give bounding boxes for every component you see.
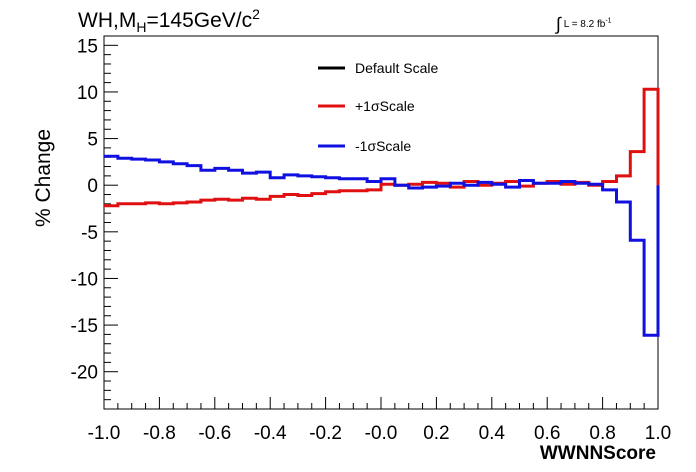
title-main: WH,M xyxy=(78,9,137,32)
title-rest: =145GeV/c xyxy=(146,9,253,32)
lumi-superscript: -1 xyxy=(605,17,612,25)
luminosity-label: ∫ L = 8.2 fb-1 xyxy=(556,14,612,35)
title-subscript: H xyxy=(136,19,147,36)
x-axis-ticks: -1.0 -0.8 -0.6 -0.4 -0.2 -0.0 0.2 0.4 0.6 0.8 1.0 xyxy=(88,397,671,444)
x-tick-label: -0.2 xyxy=(309,423,342,444)
x-tick-label: -0.6 xyxy=(198,423,231,444)
legend-label: -1σScale xyxy=(355,138,411,154)
x-tick-label: -1.0 xyxy=(88,423,121,444)
y-tick-label: 0 xyxy=(87,176,98,197)
y-axis-label: % Change xyxy=(32,129,55,227)
x-axis-label: WWNNScore xyxy=(540,443,656,464)
chart-title: WH,MH=145GeV/c2 xyxy=(78,6,260,35)
x-tick-label: 0.8 xyxy=(589,423,615,444)
y-tick-label: -20 xyxy=(71,363,98,384)
y-tick-label: 5 xyxy=(87,130,98,151)
lumi-text: L = 8.2 fb xyxy=(563,19,606,30)
y-tick-label: -15 xyxy=(71,316,98,337)
y-tick-label: -5 xyxy=(81,223,98,244)
x-tick-label: 0.4 xyxy=(479,423,506,444)
x-tick-label: -0.4 xyxy=(254,423,287,444)
x-tick-label: 0.6 xyxy=(534,423,560,444)
series-layer xyxy=(104,87,660,337)
title-superscript: 2 xyxy=(252,6,260,22)
integral-symbol: ∫ xyxy=(556,14,561,34)
plot-frame xyxy=(103,35,659,410)
y-axis-ticks: 15 10 5 0 -5 -10 -15 -20 xyxy=(71,35,118,410)
x-tick-label: 1.0 xyxy=(645,423,671,444)
legend-label: +1σScale xyxy=(355,98,415,114)
y-tick-label: 10 xyxy=(77,83,98,104)
x-tick-label: -0.8 xyxy=(143,423,176,444)
y-tick-label: 15 xyxy=(77,36,98,57)
y-tick-label: -10 xyxy=(71,269,98,290)
x-tick-label: -0.0 xyxy=(365,423,398,444)
x-tick-label: 0.2 xyxy=(423,423,449,444)
series-line-minus-1sigma xyxy=(104,154,660,337)
legend: Default Scale +1σScale -1σScale xyxy=(318,60,438,154)
legend-label: Default Scale xyxy=(355,60,438,76)
